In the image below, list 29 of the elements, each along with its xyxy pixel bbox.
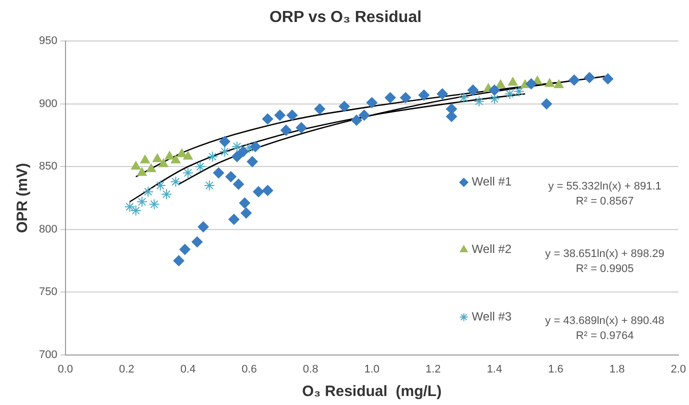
annotation: R² = 0.9764	[576, 330, 634, 342]
x-tick-label: 0.0	[58, 363, 73, 376]
x-tick-label: 0.8	[302, 363, 318, 376]
x-tick-label: 1.8	[609, 363, 625, 376]
x-tick-label: 1.0	[364, 363, 380, 376]
annotation: y = 38.651ln(x) + 898.29	[545, 248, 664, 260]
annotation: R² = 0.9905	[576, 262, 634, 275]
y-axis-title: OPR (mV)	[14, 162, 32, 234]
x-tick-label: 0.2	[119, 363, 134, 376]
x-tick-label: 1.4	[486, 363, 502, 376]
y-tick-label: 700	[38, 348, 58, 361]
x-axis-title: O₃ Residual (mg/L)	[302, 383, 442, 400]
x-tick-label: 1.6	[548, 363, 564, 376]
chart-title: ORP vs O₃ Residual	[269, 9, 422, 26]
legend-label: Well #3	[472, 309, 512, 324]
annotation: y = 55.332ln(x) + 891.1	[548, 180, 662, 192]
legend-label: Well #2	[472, 242, 512, 256]
y-tick-label: 850	[38, 160, 58, 173]
y-tick-label: 950	[38, 35, 58, 48]
y-tick-label: 750	[38, 286, 58, 298]
x-tick-label: 1.2	[426, 363, 441, 376]
y-tick-label: 800	[38, 223, 58, 236]
x-tick-label: 2.0	[670, 363, 686, 376]
annotation: y = 43.689ln(x) + 890.48	[545, 315, 664, 328]
annotation: R² = 0.8567	[576, 195, 634, 208]
y-tick-label: 900	[38, 98, 58, 110]
legend-label: Well #1	[472, 174, 512, 189]
x-tick-label: 0.6	[242, 363, 257, 376]
x-tick-label: 0.4	[180, 363, 196, 376]
